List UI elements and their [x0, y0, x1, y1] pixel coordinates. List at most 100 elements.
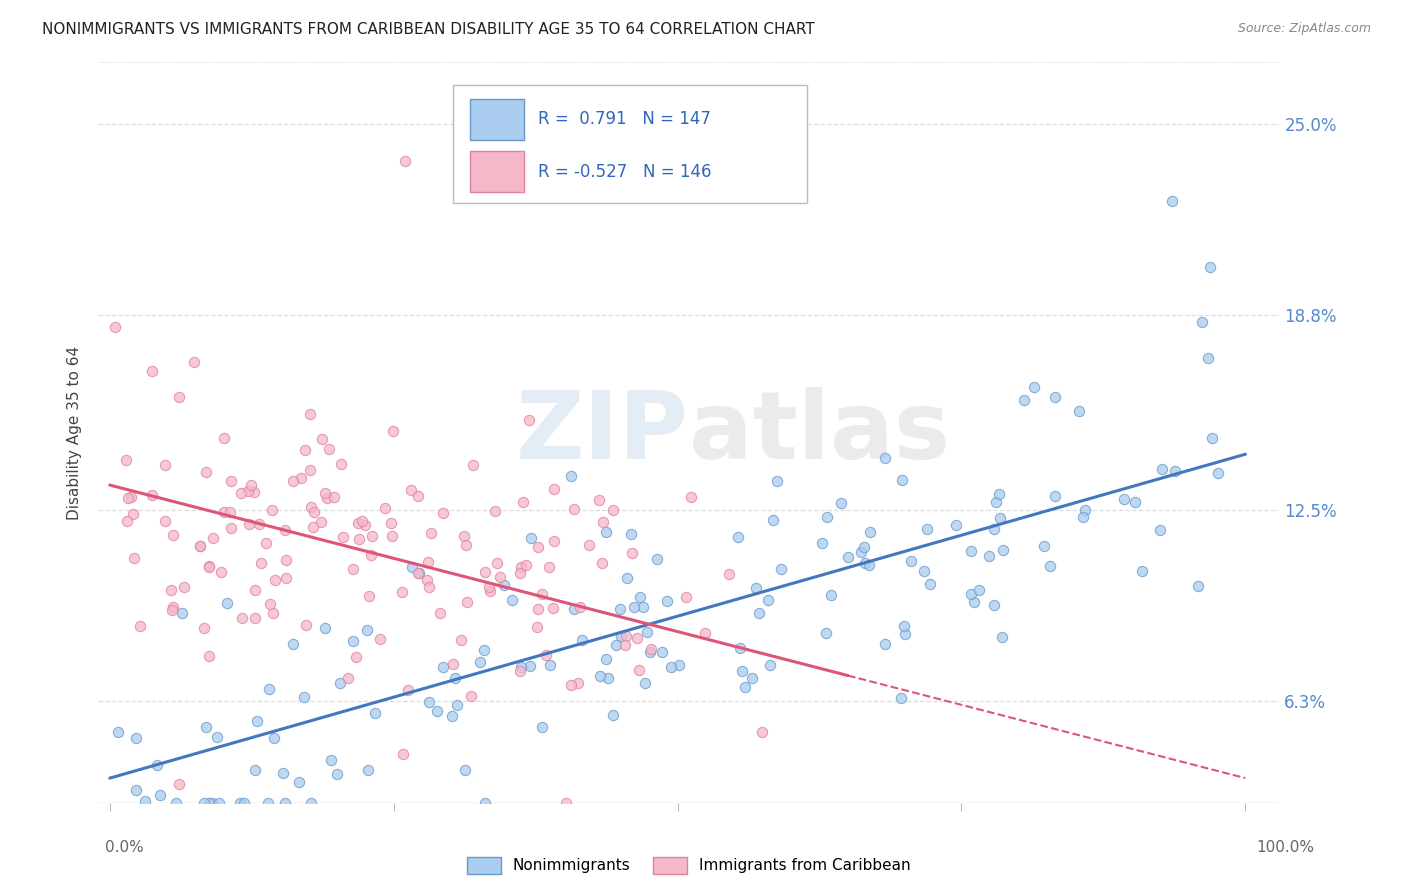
Point: [316, 491, 339, 506]
Point: [201, 796, 224, 810]
Point: [260, 502, 283, 516]
Point: [360, 529, 382, 543]
Point: [474, 642, 496, 657]
Point: [198, 796, 221, 810]
Point: [492, 578, 515, 592]
Point: [167, 777, 190, 791]
Point: [201, 531, 224, 545]
Point: [162, 527, 184, 541]
Point: [631, 599, 654, 614]
Point: [486, 556, 509, 570]
Point: [967, 582, 990, 597]
Point: [129, 619, 152, 633]
Point: [1045, 489, 1067, 503]
Point: [1199, 260, 1222, 274]
Point: [209, 565, 232, 579]
Point: [741, 671, 763, 685]
Point: [986, 495, 1008, 509]
Point: [274, 796, 297, 810]
Point: [830, 496, 852, 510]
Point: [319, 752, 342, 766]
Point: [353, 518, 375, 533]
Point: [628, 590, 651, 604]
Point: [274, 523, 297, 537]
Point: [357, 589, 380, 603]
Point: [364, 706, 387, 720]
Point: [302, 505, 325, 519]
Point: [381, 528, 404, 542]
Point: [744, 581, 766, 595]
Point: [626, 631, 648, 645]
Point: [120, 490, 142, 504]
Point: [512, 495, 534, 509]
Point: [591, 557, 613, 571]
Point: [1152, 462, 1174, 476]
Point: [332, 530, 354, 544]
Point: [960, 543, 983, 558]
Point: [567, 676, 589, 690]
Point: [299, 407, 322, 421]
Point: [160, 603, 183, 617]
Point: [299, 500, 322, 514]
Point: [681, 490, 703, 504]
Point: [281, 474, 304, 488]
Point: [432, 506, 454, 520]
Point: [124, 783, 146, 797]
Point: [609, 602, 631, 616]
Point: [217, 596, 239, 610]
Point: [527, 540, 550, 554]
Point: [983, 522, 1005, 536]
Point: [141, 364, 163, 378]
Point: [188, 539, 211, 553]
Point: [231, 610, 253, 624]
Point: [257, 682, 280, 697]
Point: [520, 531, 543, 545]
Point: [418, 580, 440, 594]
Point: [531, 720, 554, 734]
Point: [167, 390, 190, 404]
Text: R = -0.527   N = 146: R = -0.527 N = 146: [537, 163, 711, 181]
Point: [510, 560, 533, 574]
Point: [155, 458, 177, 472]
Point: [668, 658, 690, 673]
Point: [602, 707, 624, 722]
Point: [519, 659, 541, 673]
Point: [517, 413, 540, 427]
Point: [1164, 464, 1187, 478]
Point: [183, 355, 205, 369]
Point: [987, 487, 1010, 501]
Point: [314, 486, 336, 500]
Point: [509, 664, 531, 678]
Point: [249, 516, 271, 531]
Point: [571, 632, 593, 647]
Point: [769, 562, 792, 576]
Point: [329, 457, 352, 471]
Point: [288, 775, 311, 789]
Point: [655, 594, 678, 608]
Point: [276, 552, 298, 566]
Point: [541, 600, 564, 615]
Point: [124, 731, 146, 746]
Point: [758, 658, 780, 673]
Point: [416, 573, 439, 587]
Point: [245, 582, 267, 597]
Point: [560, 468, 582, 483]
Point: [562, 501, 585, 516]
Point: [229, 796, 252, 810]
Point: [326, 767, 349, 781]
Point: [675, 590, 697, 604]
Point: [638, 645, 661, 659]
Point: [1160, 194, 1182, 209]
Point: [418, 695, 440, 709]
Point: [945, 518, 967, 533]
Point: [562, 602, 585, 616]
Point: [122, 550, 145, 565]
Point: [418, 555, 440, 569]
Point: [620, 527, 643, 541]
Point: [509, 660, 531, 674]
Bar: [471, 152, 523, 192]
Point: [731, 665, 754, 679]
Point: [115, 515, 138, 529]
Point: [588, 493, 610, 508]
Point: [357, 763, 380, 777]
